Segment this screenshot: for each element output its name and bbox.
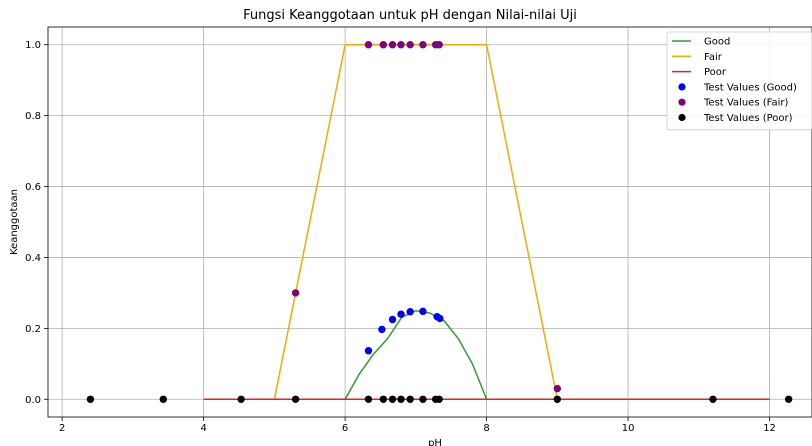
x-tick-label: 6 <box>342 423 348 434</box>
data-point-test-values-poor <box>419 395 427 403</box>
legend: Good Fair Poor Test Values (Good) Test Value… <box>666 31 812 131</box>
legend-label: Fair <box>704 52 723 63</box>
data-point-test-values-poor <box>406 395 414 403</box>
legend-box <box>666 31 812 131</box>
legend-label: Test Values (Fair) <box>703 98 788 109</box>
legend-label: Test Values (Poor) <box>703 113 793 124</box>
data-point-test-values-fair <box>435 41 443 49</box>
x-tick-label: 10 <box>622 423 635 434</box>
legend-label: Test Values (Good) <box>703 82 797 93</box>
data-point-test-values-fair <box>291 289 300 297</box>
series-layer <box>86 41 793 403</box>
x-axis-label: pH <box>428 438 442 446</box>
x-tick-label: 12 <box>763 423 776 434</box>
legend-label: Good <box>704 37 730 48</box>
data-point-test-values-fair <box>397 41 405 49</box>
y-tick-label: 0.6 <box>25 182 41 193</box>
data-point-test-values-fair <box>419 41 427 49</box>
data-point-test-values-good <box>436 314 444 323</box>
y-tick-label: 0.0 <box>25 395 41 406</box>
data-point-test-values-poor <box>709 395 717 403</box>
data-point-test-values-poor <box>237 395 245 403</box>
data-point-test-values-poor <box>397 395 405 403</box>
y-tick-label: 0.2 <box>25 324 41 335</box>
data-point-test-values-fair <box>406 41 414 49</box>
series-points-test-values-good <box>364 307 444 355</box>
data-point-test-values-poor <box>553 395 562 403</box>
data-point-test-values-poor <box>435 395 443 403</box>
data-point-test-values-fair <box>379 41 388 49</box>
data-point-test-values-good <box>406 308 414 316</box>
data-point-test-values-poor <box>159 395 168 403</box>
data-point-test-values-good <box>388 315 397 324</box>
y-tick-label: 1.0 <box>25 40 41 51</box>
series-line-good <box>344 309 488 400</box>
x-tick-label: 4 <box>200 423 206 434</box>
data-point-test-values-poor <box>379 395 388 403</box>
x-tick-label: 8 <box>483 423 489 434</box>
x-tick-label: 2 <box>59 423 65 434</box>
legend-swatch <box>678 83 686 91</box>
legend-label: Poor <box>704 67 727 78</box>
data-point-test-values-good <box>397 310 405 318</box>
chart-title: Fungsi Keanggotaan untuk pH dengan Nilai… <box>243 8 577 23</box>
plot-frame <box>47 26 812 418</box>
data-point-test-values-poor <box>388 395 397 403</box>
data-point-test-values-poor <box>784 395 793 403</box>
data-point-test-values-good <box>419 307 427 316</box>
data-point-test-values-fair <box>388 41 397 49</box>
series-points-test-values-fair <box>291 41 562 393</box>
y-tick-label: 0.8 <box>25 111 41 122</box>
data-point-test-values-poor <box>291 395 300 403</box>
data-point-test-values-poor <box>86 395 95 403</box>
series-points-test-values-poor <box>86 395 793 403</box>
tick-layer: 2 4 6 8 10 12 0.0 0.2 0.4 0.6 0.8 1.0 <box>25 40 776 434</box>
data-point-test-values-good <box>364 347 373 355</box>
data-point-test-values-good <box>378 325 386 334</box>
data-point-test-values-fair <box>364 41 373 49</box>
y-tick-label: 0.4 <box>25 253 41 264</box>
series-line-fair <box>273 43 559 400</box>
data-point-test-values-fair <box>553 384 562 393</box>
y-axis-label: Keanggotaan <box>9 189 20 255</box>
legend-swatch <box>678 113 686 122</box>
legend-swatch <box>678 98 686 106</box>
data-point-test-values-poor <box>364 395 373 403</box>
